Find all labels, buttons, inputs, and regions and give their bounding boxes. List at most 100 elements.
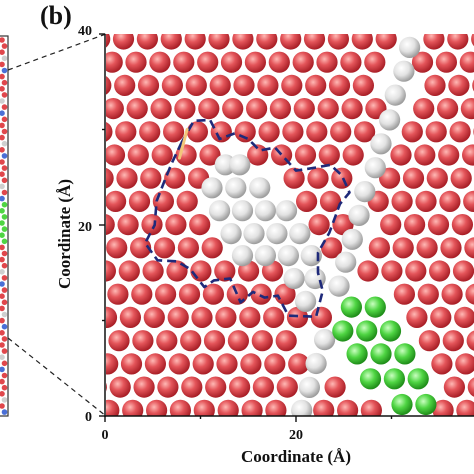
white-atom bbox=[298, 376, 320, 398]
red-atom bbox=[133, 376, 155, 398]
red-atom bbox=[71, 260, 92, 281]
red-atom bbox=[393, 283, 415, 305]
red-atom bbox=[80, 144, 101, 165]
white-atom bbox=[231, 200, 254, 222]
left-panel-atom bbox=[0, 330, 5, 336]
y-tick-label-40: 40 bbox=[78, 24, 92, 39]
red-atom bbox=[68, 121, 89, 142]
red-atom bbox=[216, 353, 238, 375]
red-atom bbox=[302, 423, 323, 444]
left-panel-atom bbox=[1, 226, 8, 232]
red-atom bbox=[435, 5, 456, 26]
left-panel-atom bbox=[1, 372, 8, 379]
red-atom bbox=[220, 51, 243, 73]
red-atom bbox=[73, 353, 94, 374]
left-panel-atom bbox=[0, 110, 5, 116]
left-panel-atom bbox=[1, 323, 8, 330]
red-atom bbox=[106, 98, 124, 120]
white-atom bbox=[314, 329, 336, 351]
red-atom bbox=[106, 353, 119, 375]
red-atom bbox=[450, 167, 472, 189]
red-atom bbox=[209, 74, 231, 96]
red-atom bbox=[294, 144, 317, 166]
white-atom bbox=[201, 177, 223, 199]
red-atom bbox=[317, 98, 339, 120]
red-atom bbox=[167, 306, 189, 328]
left-panel-atom bbox=[1, 348, 8, 354]
red-atom bbox=[141, 214, 163, 236]
red-atom bbox=[254, 423, 275, 444]
red-atom bbox=[339, 5, 360, 26]
x-tick-label-20: 20 bbox=[289, 428, 303, 443]
red-atom bbox=[405, 260, 427, 282]
red-atom bbox=[451, 214, 473, 236]
red-atom bbox=[459, 5, 474, 26]
red-atom bbox=[106, 34, 111, 48]
red-atom bbox=[172, 5, 193, 26]
left-panel-atom bbox=[1, 92, 8, 98]
left-panel-atom bbox=[0, 159, 5, 165]
red-atom bbox=[109, 376, 131, 398]
red-atom bbox=[265, 399, 287, 416]
red-atom bbox=[240, 353, 262, 375]
red-atom bbox=[201, 237, 223, 259]
red-atom bbox=[156, 330, 178, 352]
white-atom bbox=[266, 223, 288, 245]
green-atom bbox=[332, 320, 354, 342]
red-atom bbox=[176, 190, 198, 212]
red-atom bbox=[275, 330, 297, 352]
x-axis-label: Coordinate (Å) bbox=[241, 447, 351, 466]
red-atom bbox=[398, 0, 419, 3]
red-atom bbox=[375, 34, 397, 50]
red-atom bbox=[431, 353, 453, 375]
left-panel-atom bbox=[1, 287, 8, 293]
white-atom bbox=[229, 154, 251, 176]
left-panel-atom bbox=[0, 98, 5, 104]
red-atom bbox=[106, 399, 120, 416]
red-atom bbox=[303, 0, 324, 3]
red-atom bbox=[440, 237, 462, 259]
red-atom bbox=[174, 98, 196, 120]
red-atom bbox=[164, 167, 186, 189]
left-panel-atom bbox=[0, 378, 5, 385]
left-panel-atom bbox=[1, 104, 8, 110]
red-atom bbox=[122, 399, 144, 416]
red-atom bbox=[252, 376, 274, 398]
red-atom bbox=[381, 260, 403, 282]
red-atom bbox=[296, 190, 318, 212]
left-panel-atom bbox=[0, 305, 5, 312]
red-atom bbox=[414, 144, 436, 166]
red-atom bbox=[411, 51, 434, 73]
red-atom bbox=[276, 376, 298, 398]
red-atom bbox=[107, 283, 129, 305]
red-atom bbox=[423, 34, 445, 50]
left-panel-atom bbox=[0, 256, 5, 263]
white-atom bbox=[291, 399, 313, 416]
white-atom bbox=[370, 133, 392, 155]
white-atom bbox=[399, 36, 421, 59]
red-atom bbox=[161, 74, 183, 96]
red-atom bbox=[150, 98, 172, 120]
red-atom bbox=[417, 283, 439, 305]
red-atom bbox=[241, 399, 263, 416]
left-panel-atom bbox=[1, 397, 8, 403]
red-atom bbox=[255, 0, 276, 3]
green-atom bbox=[346, 343, 368, 365]
red-atom bbox=[364, 51, 386, 73]
left-panel-atoms bbox=[0, 37, 8, 415]
red-atom bbox=[308, 214, 330, 236]
x-tick-label-0: 0 bbox=[102, 428, 109, 443]
red-atom bbox=[460, 98, 474, 120]
red-atom bbox=[330, 121, 352, 143]
left-panel-atom bbox=[0, 342, 5, 348]
left-panel-atom bbox=[1, 275, 8, 281]
left-panel-atom bbox=[0, 354, 5, 360]
white-atom bbox=[249, 177, 271, 199]
red-atom bbox=[387, 5, 408, 26]
left-panel-atom bbox=[0, 195, 5, 202]
red-atom bbox=[288, 353, 310, 375]
red-atom bbox=[160, 0, 181, 3]
red-atom bbox=[264, 353, 286, 375]
red-atom bbox=[199, 144, 221, 166]
